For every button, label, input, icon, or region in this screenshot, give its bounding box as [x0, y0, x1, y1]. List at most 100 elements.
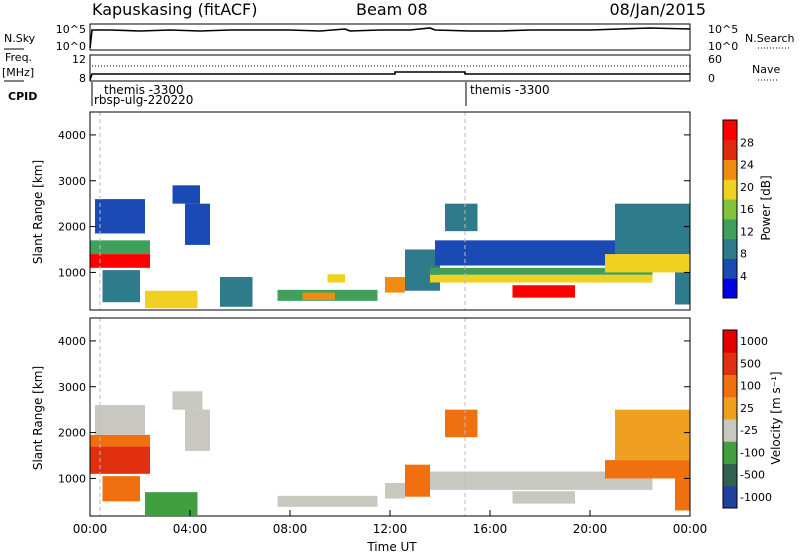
noise-left-tick-bottom: 10^0 — [56, 40, 86, 53]
y-tick-label: 4000 — [58, 335, 86, 348]
beam-title: Beam 08 — [356, 0, 428, 19]
colorbar-tick-label: 4 — [740, 270, 747, 283]
x-tick-label: 16:00 — [473, 522, 508, 536]
y-tick-label: 2000 — [58, 427, 86, 440]
power-yticks: 4000 3000 2000 1000 — [58, 129, 690, 279]
colorbar-tick-label: -25 — [740, 424, 758, 437]
freq-right-tick-bottom: 0 — [708, 72, 715, 85]
data-cell — [185, 409, 210, 451]
colorbar-tick-label: 12 — [740, 225, 754, 238]
data-cell — [512, 491, 575, 504]
power-colorbar-label: Power [dB] — [759, 175, 773, 240]
colorbar-tick-label: 24 — [740, 159, 754, 172]
power-panel: Slant Range [km] 4000 3000 2000 1000 28 24 20… — [31, 111, 773, 311]
data-cell — [605, 254, 690, 273]
power-colorbar: 28 24 20 16 12 8 4 — [722, 119, 754, 299]
data-cell — [302, 292, 335, 300]
colorbar-segment — [723, 441, 737, 464]
colorbar-segment — [723, 330, 737, 353]
data-cell — [427, 471, 653, 490]
colorbar-segment — [723, 238, 737, 259]
data-cell — [445, 409, 478, 438]
colorbar-segment — [723, 139, 737, 161]
data-cell — [385, 277, 405, 293]
colorbar-segment — [723, 374, 737, 398]
noise-right-label: N.Search — [745, 32, 795, 45]
date-title: 08/Jan/2015 — [609, 0, 706, 19]
colorbar-tick-label: 8 — [740, 248, 747, 261]
data-cell — [145, 290, 198, 309]
data-cell — [95, 199, 145, 234]
colorbar-segment — [723, 120, 737, 141]
data-cell — [615, 409, 690, 461]
data-cell — [430, 267, 653, 275]
noise-right-tick-bottom: 10^0 — [708, 40, 738, 53]
freq-panel: Freq. [MHz] 12 8 60 0 Nave — [2, 51, 780, 85]
freq-right-tick-top: 60 — [708, 53, 722, 66]
data-cell — [435, 240, 615, 266]
colorbar-segment — [723, 396, 737, 420]
data-cell — [430, 274, 653, 283]
noise-right-tick-top: 10^5 — [708, 23, 738, 36]
data-cell — [512, 285, 575, 298]
power-panel-frame — [89, 111, 691, 311]
freq-right-label: Nave — [752, 63, 780, 76]
data-cell — [95, 405, 145, 435]
data-cell — [102, 476, 140, 502]
x-tick-label: 00:00 — [673, 522, 708, 536]
power-data-cells — [90, 112, 690, 310]
data-cell — [277, 495, 378, 507]
data-cell — [90, 254, 150, 268]
colorbar-tick-label: -500 — [740, 469, 765, 482]
colorbar-frame — [722, 119, 738, 299]
cpid-entry-3: themis -3300 — [470, 83, 550, 97]
data-cell — [675, 478, 690, 511]
data-cell — [220, 277, 253, 307]
y-tick-label: 2000 — [58, 221, 86, 234]
colorbar-segment — [723, 485, 737, 509]
noise-panel-frame — [89, 23, 691, 51]
data-cell — [185, 203, 210, 245]
y-tick-label: 1000 — [58, 472, 86, 485]
velocity-ylabel: Slant Range [km] — [31, 366, 45, 470]
x-tick-label: 04:00 — [173, 522, 208, 536]
colorbar-tick-label: -100 — [740, 446, 765, 459]
freq-left-tick-top: 12 — [72, 53, 86, 66]
data-cell — [90, 446, 150, 474]
colorbar-frame — [722, 329, 738, 509]
x-tick-label: 08:00 — [273, 522, 308, 536]
x-tick-label: 12:00 — [373, 522, 408, 536]
y-tick-label: 4000 — [58, 129, 86, 142]
colorbar-segment — [723, 419, 737, 442]
x-tick-label: 20:00 — [573, 522, 608, 536]
time-axis-ticks: 00:00 04:00 08:00 12:00 16:00 20:00 00:00 — [73, 510, 708, 536]
velocity-colorbar: 1000 500 100 25 -25 -100 -500 -1000 — [722, 329, 772, 509]
colorbar-tick-label: 20 — [740, 181, 754, 194]
freq-left-label-1: Freq. — [5, 51, 32, 64]
colorbar-tick-label: 28 — [740, 136, 754, 149]
colorbar-segment — [723, 199, 737, 220]
y-tick-label: 1000 — [58, 266, 86, 279]
colorbar-segment — [723, 278, 737, 299]
colorbar-tick-label: 100 — [740, 380, 761, 393]
time-axis-label: Time UT — [366, 540, 417, 554]
x-tick-label: 00:00 — [73, 522, 108, 536]
noise-panel: N.Sky 10^5 10^0 10^5 10^0 N.Search — [4, 23, 795, 53]
velocity-yticks: 4000 3000 2000 1000 — [58, 335, 690, 485]
colorbar-segment — [723, 352, 737, 375]
data-cell — [327, 274, 345, 283]
y-tick-label: 3000 — [58, 381, 86, 394]
data-cell — [145, 492, 198, 516]
colorbar-segment — [723, 179, 737, 200]
power-ylabel: Slant Range [km] — [31, 160, 45, 264]
colorbar-segment — [723, 159, 737, 180]
cpid-entry-2: rbsp-ulg-220220 — [94, 93, 193, 107]
site-title: Kapuskasing (fitACF) — [92, 0, 257, 19]
noise-sky-trace — [89, 27, 691, 49]
colorbar-tick-label: 25 — [740, 402, 754, 415]
data-cell — [172, 391, 203, 410]
colorbar-tick-label: 500 — [740, 357, 761, 370]
y-tick-label: 3000 — [58, 175, 86, 188]
